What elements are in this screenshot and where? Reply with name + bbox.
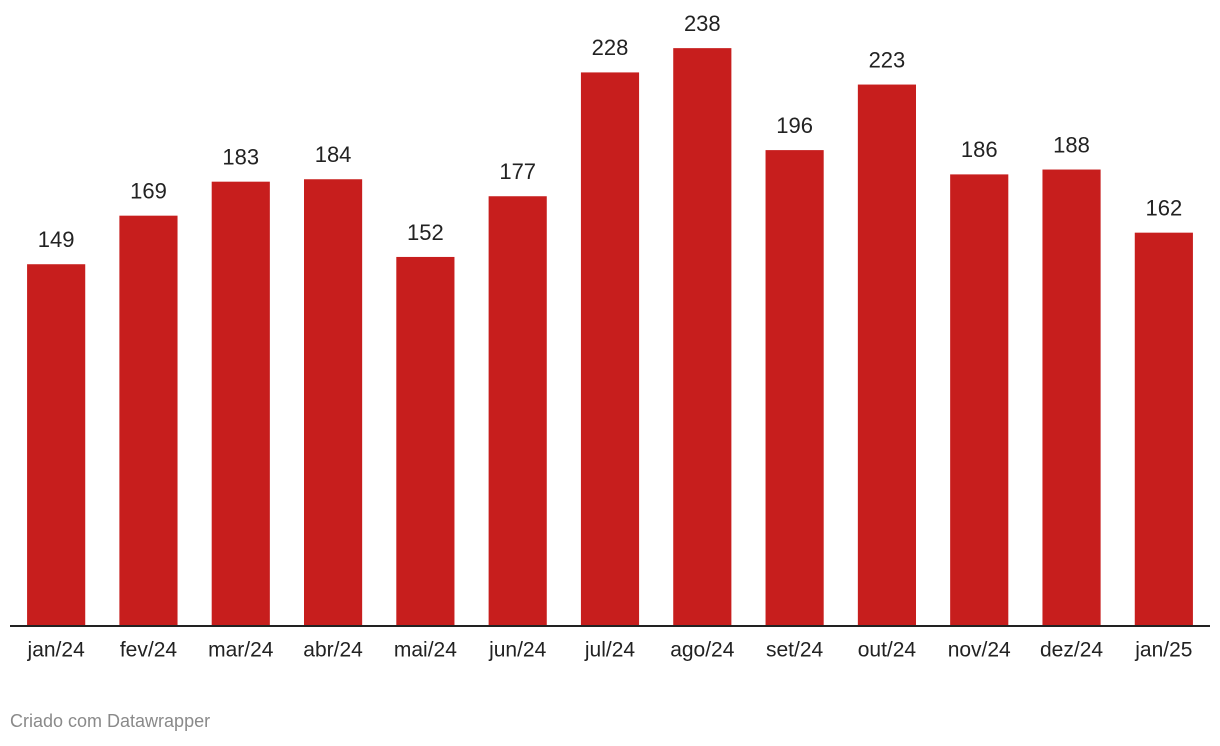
bar [119, 215, 178, 626]
value-label: 186 [961, 137, 998, 162]
x-tick-label: jul/24 [584, 639, 636, 662]
x-tick-label: abr/24 [303, 639, 363, 662]
bar [1042, 169, 1101, 626]
x-tick-label: out/24 [858, 639, 917, 662]
value-label: 223 [869, 47, 906, 72]
x-tick-label: jan/25 [1134, 639, 1192, 662]
bar [396, 256, 455, 626]
x-tick-label: fev/24 [120, 639, 178, 662]
value-label: 196 [776, 113, 813, 138]
value-label: 183 [222, 144, 259, 169]
value-label: 177 [499, 159, 536, 184]
bar [580, 72, 640, 626]
value-label: 184 [315, 142, 352, 167]
bar [27, 264, 86, 626]
bar [950, 174, 1009, 626]
value-label: 228 [592, 35, 629, 60]
bar [304, 179, 363, 627]
footer: Criado com Datawrapper [10, 711, 210, 731]
x-tick-label: ago/24 [670, 639, 735, 662]
x-tick-label: jan/24 [27, 639, 86, 662]
value-label: 162 [1145, 195, 1182, 220]
bar [211, 181, 270, 626]
x-tick-label: dez/24 [1040, 639, 1103, 662]
x-tick-label: jun/24 [488, 639, 547, 662]
value-label: 149 [38, 227, 75, 252]
value-label: 238 [684, 11, 721, 36]
bar [765, 150, 824, 626]
bar [488, 196, 547, 626]
bar [673, 48, 732, 627]
x-tick-label: set/24 [766, 639, 824, 662]
x-tick-label: mai/24 [394, 639, 457, 662]
bar [1134, 232, 1193, 626]
value-label: 169 [130, 178, 167, 203]
x-tick-label: mar/24 [208, 639, 274, 662]
value-label: 152 [407, 220, 444, 245]
bar [857, 84, 916, 626]
x-tick-label: nov/24 [948, 639, 1011, 662]
value-label: 188 [1053, 132, 1090, 157]
